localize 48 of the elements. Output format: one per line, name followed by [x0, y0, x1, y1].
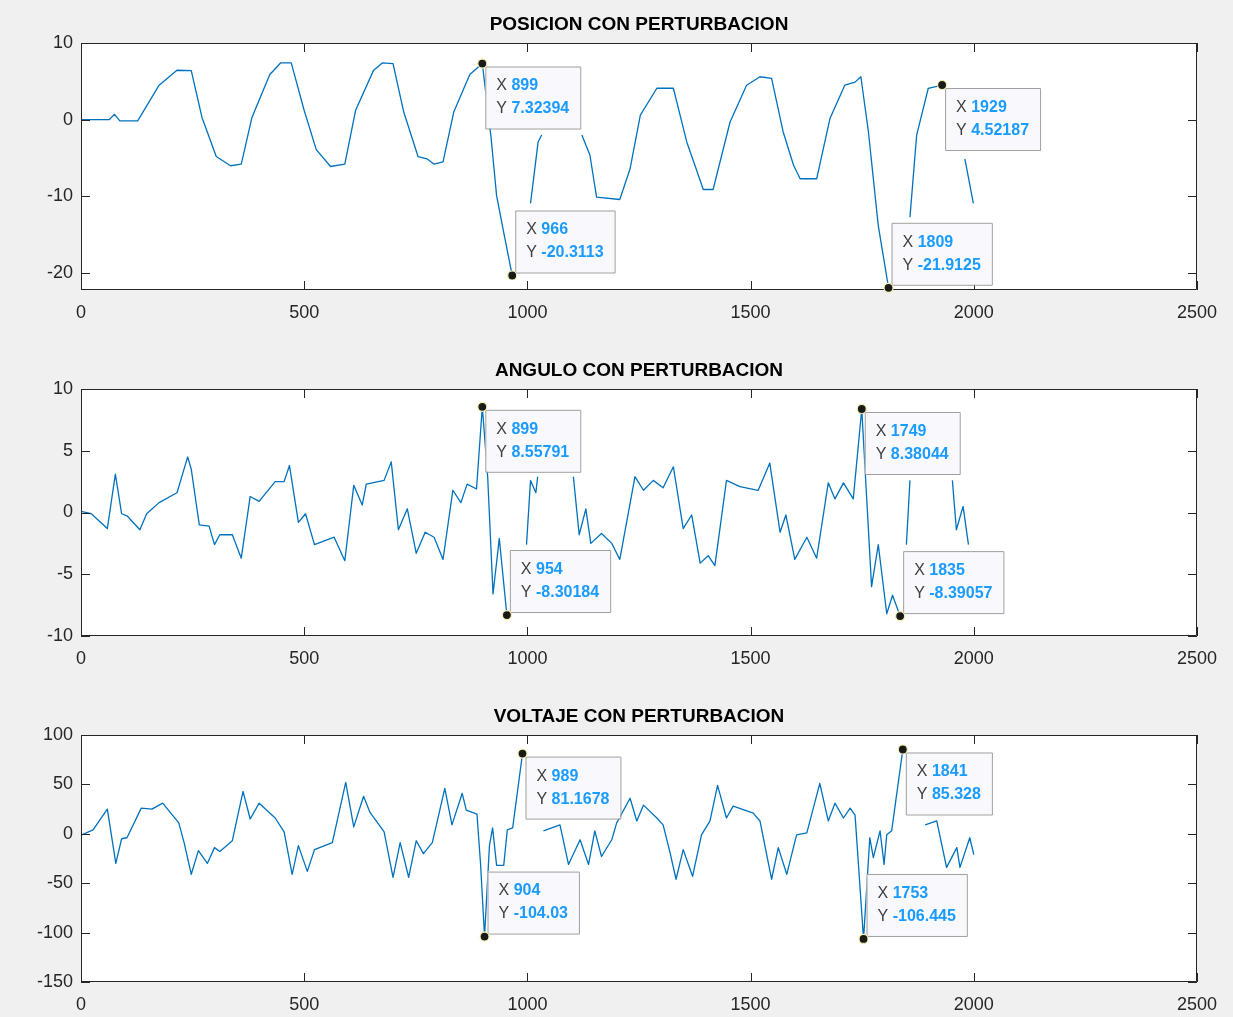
y-tick-label: -100: [36, 921, 73, 942]
y-tick-label: -50: [46, 872, 73, 893]
x-tick-label: 0: [75, 647, 87, 668]
annotation: X 1809 Y -21.9125: [902, 232, 981, 273]
y-tick-label: 5: [62, 439, 73, 460]
x-tick-label: 2500: [1176, 993, 1218, 1014]
x-tick-label: 1500: [730, 301, 771, 322]
annotation: X 966 Y -20.3113: [526, 220, 604, 261]
x-tick-label: 2000: [953, 301, 994, 322]
x-tick-label: 0: [75, 993, 87, 1014]
x-tick-label: 1500: [730, 647, 771, 668]
y-tick-label: 0: [62, 501, 73, 522]
y-tick-label: 100: [42, 723, 73, 744]
y-tick-label: -150: [36, 970, 73, 991]
y-tick-label: -10: [46, 624, 73, 645]
annotation: X 1749 Y 8.38044: [875, 421, 949, 462]
annotation: X 1835 Y -8.39057: [914, 561, 993, 602]
y-tick-label: 0: [62, 108, 73, 129]
y-tick-label: 50: [52, 773, 73, 794]
chart-title: VOLTAJE CON PERTURBACION: [493, 705, 785, 727]
annotation: X 904 Y -104.03: [498, 881, 569, 922]
annotation: X 899 Y 7.32394: [496, 76, 570, 117]
annotation: X 954 Y -8.30184: [520, 559, 600, 600]
x-tick-label: 2000: [953, 993, 994, 1014]
annotation: X 989 Y 81.1678: [536, 766, 610, 807]
y-tick-label: 10: [52, 377, 73, 398]
y-tick-label: 10: [52, 31, 73, 52]
annotation: X 1753 Y -106.445: [877, 883, 956, 924]
chart-title: ANGULO CON PERTURBACION: [494, 359, 784, 381]
y-tick-label: 0: [62, 822, 73, 843]
x-tick-label: 2500: [1176, 301, 1218, 322]
x-tick-label: 1000: [507, 301, 548, 322]
y-tick-label: -5: [56, 563, 73, 584]
x-tick-label: 2000: [953, 647, 994, 668]
y-tick-label: -20: [46, 262, 73, 283]
x-tick-label: 2500: [1176, 647, 1218, 668]
annotation: X 1929 Y 4.52187: [956, 97, 1030, 138]
x-tick-label: 1000: [507, 647, 548, 668]
y-tick-label: -10: [46, 185, 73, 206]
x-tick-label: 1500: [730, 993, 771, 1014]
x-tick-label: 1000: [507, 993, 548, 1014]
annotation: X 1841 Y 85.328: [916, 762, 981, 803]
x-tick-label: 500: [289, 647, 320, 668]
x-tick-label: 0: [75, 301, 87, 322]
annotation: X 899 Y 8.55791: [496, 419, 570, 460]
chart-title: POSICION CON PERTURBACION: [489, 13, 789, 35]
x-tick-label: 500: [289, 301, 320, 322]
x-tick-label: 500: [289, 993, 320, 1014]
